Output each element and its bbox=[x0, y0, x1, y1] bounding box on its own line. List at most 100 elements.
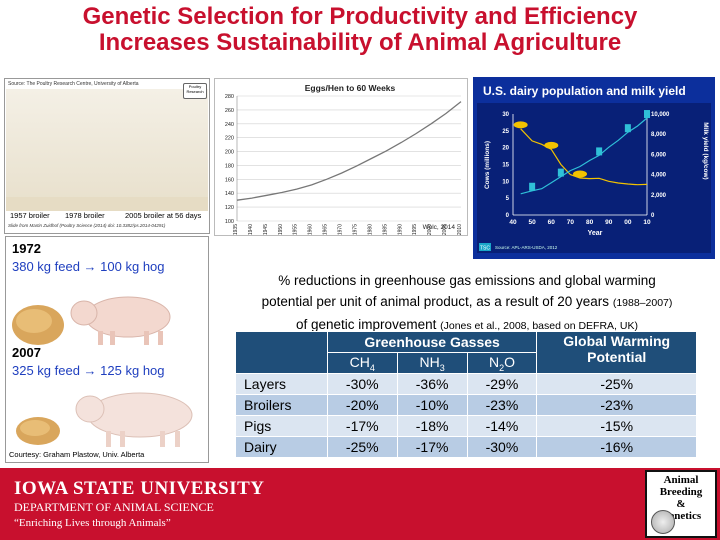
ghg-reduction-table: Greenhouse Gasses Global Warming Potenti… bbox=[235, 331, 697, 458]
dairy-chart-svg: 0 5 10 15 20 25 30 0 2,000 4,000 6,000 8,000 10,000… bbox=[479, 110, 709, 252]
eggs-x-tick-label: 1970 bbox=[338, 224, 344, 235]
eggs-y-tick-label: 120 bbox=[225, 205, 234, 211]
milk-carton-icon bbox=[529, 182, 536, 191]
eggs-x-tick-label: 1985 bbox=[382, 224, 388, 235]
eggs-x-tick-label: 1940 bbox=[248, 224, 254, 235]
row-label: Layers bbox=[235, 373, 328, 395]
dairy-left-tick-label: 25 bbox=[502, 129, 509, 135]
hog-1972-illustration bbox=[12, 296, 171, 345]
eggs-x-tick-label: 1980 bbox=[367, 224, 373, 235]
table-row-broilers: Broilers -20% -10% -23% -23% bbox=[235, 394, 697, 416]
dairy-right-tick-label: 2,000 bbox=[651, 193, 667, 199]
ghg-line-2: potential per unit of animal product, as… bbox=[261, 294, 610, 309]
dairy-milk-line bbox=[520, 117, 648, 195]
feed-pile-2007-icon bbox=[16, 417, 60, 445]
dairy-left-axis-label: Cows (millions) bbox=[484, 141, 491, 189]
department-name: DEPARTMENT OF ANIMAL SCIENCE bbox=[14, 500, 214, 514]
eggs-series-line bbox=[236, 101, 462, 201]
eggs-chart-svg: Eggs/Hen to 60 Weeks 100 120 140 160 180 200 2… bbox=[225, 83, 463, 235]
poultry-slide-credit: Slide from Martin Zuidhof (Poultry Scien… bbox=[8, 223, 166, 228]
eggs-x-tick-label: 1995 bbox=[412, 224, 418, 235]
year-1972: 1972 bbox=[12, 241, 41, 256]
header-gwp: Global Warming Potential bbox=[536, 331, 697, 374]
eggs-x-tick-label: 1945 bbox=[263, 224, 269, 235]
dairy-left-tick-label: 0 bbox=[506, 213, 510, 219]
dairy-x-tick-label: 90 bbox=[605, 219, 613, 226]
dairy-x-tick-label: 40 bbox=[509, 219, 517, 226]
cell-gwp: -15% bbox=[536, 415, 697, 437]
dairy-x-tick-label: 60 bbox=[548, 219, 556, 226]
cow-icon bbox=[544, 141, 559, 149]
header-ch4: CH4 bbox=[326, 352, 398, 374]
eggs-y-tick-label: 180 bbox=[225, 163, 234, 169]
cell-gwp: -23% bbox=[536, 394, 697, 416]
tsc-logo-text: TSC bbox=[480, 246, 490, 252]
eggs-y-tick-label: 200 bbox=[225, 150, 234, 156]
eggs-y-tick-label: 160 bbox=[225, 177, 234, 183]
feed-pile-1972-icon bbox=[12, 305, 64, 345]
header-greenhouse-gasses: Greenhouse Gasses bbox=[326, 331, 538, 353]
dairy-x-tick-label: 10 bbox=[643, 219, 651, 226]
dairy-chart-title: U.S. dairy population and milk yield bbox=[483, 84, 686, 98]
cell-ch4: -30% bbox=[326, 373, 398, 395]
tsc-logo bbox=[479, 243, 491, 251]
label-1957: 1957 broiler bbox=[10, 211, 50, 220]
milk-carton-icon bbox=[596, 147, 603, 156]
eggs-x-tick-label: 1955 bbox=[293, 224, 299, 235]
dairy-right-tick-label: 6,000 bbox=[651, 152, 667, 158]
feed-1972: 380 kg feed → 100 kg hog bbox=[12, 259, 165, 274]
eggs-y-tick-label: 140 bbox=[225, 191, 234, 197]
cell-gwp: -25% bbox=[536, 373, 697, 395]
table-row-layers: Layers -30% -36% -29% -25% bbox=[235, 373, 697, 395]
label-1978: 1978 broiler bbox=[65, 211, 105, 220]
eggs-x-tick-label: 2010 bbox=[457, 224, 463, 235]
eggs-x-tick-label: 1975 bbox=[352, 224, 358, 235]
eggs-x-tick-label: 1935 bbox=[233, 224, 239, 235]
dairy-cows-line bbox=[520, 128, 648, 186]
pig-1972-icon bbox=[70, 296, 171, 345]
ghg-description: % reductions in greenhouse gas emissions… bbox=[216, 270, 718, 337]
eggs-chart-credit: Wolc, 2014 bbox=[423, 224, 456, 231]
university-name: IOWA STATE UNIVERSITY bbox=[14, 478, 265, 499]
animal-breeding-genetics-logo: Animal Breeding & Genetics bbox=[645, 470, 717, 538]
dairy-x-tick-label: 80 bbox=[586, 219, 594, 226]
row-label: Broilers bbox=[235, 394, 328, 416]
label-2005: 2005 broiler at 56 days bbox=[125, 211, 202, 220]
eggs-y-tick-label: 220 bbox=[225, 136, 234, 142]
cell-nh3: -36% bbox=[396, 373, 468, 395]
eggs-x-tick-label: 2005 bbox=[442, 224, 448, 235]
abg-emblem-icon bbox=[651, 510, 675, 534]
broiler-comparison-photo: Source: The Poultry Research Centre, Uni… bbox=[4, 78, 210, 234]
dairy-x-axis-label: Year bbox=[588, 230, 603, 237]
year-2007: 2007 bbox=[12, 345, 41, 360]
header-n2o: N2O bbox=[466, 352, 538, 374]
dairy-right-tick-label: 4,000 bbox=[651, 173, 667, 179]
milk-carton-icon bbox=[624, 124, 631, 133]
ghg-line-3: of genetic improvement bbox=[296, 317, 437, 332]
ghg-line-3-citation: (Jones et al., 2008, based on DEFRA, UK) bbox=[440, 320, 638, 332]
cell-ch4: -17% bbox=[326, 415, 398, 437]
slide-title: Genetic Selection for Productivity and E… bbox=[0, 4, 720, 56]
cow-icon bbox=[573, 170, 587, 178]
dairy-right-tick-label: 8,000 bbox=[651, 132, 667, 138]
eggs-chart-title: Eggs/Hen to 60 Weeks bbox=[305, 83, 396, 93]
eggs-x-tick-label: 1950 bbox=[278, 224, 284, 235]
eggs-y-tick-label: 260 bbox=[225, 108, 234, 114]
title-line-1: Genetic Selection for Productivity and E… bbox=[82, 3, 638, 30]
dairy-left-tick-label: 30 bbox=[502, 112, 509, 118]
dairy-right-axis-label: Milk yield (kg/cow) bbox=[702, 122, 709, 179]
cell-n2o: -14% bbox=[466, 415, 538, 437]
cow-icon bbox=[513, 121, 528, 129]
poultry-source: Source: The Poultry Research Centre, Uni… bbox=[8, 81, 139, 87]
eggs-x-tick-label: 1965 bbox=[323, 224, 329, 235]
dairy-left-tick-label: 20 bbox=[502, 146, 509, 152]
eggs-x-tick-label: 2000 bbox=[427, 224, 433, 235]
feed-2007: 325 kg feed → 125 kg hog bbox=[12, 363, 165, 378]
cell-gwp: -16% bbox=[536, 436, 697, 458]
eggs-y-tick-label: 240 bbox=[225, 122, 234, 128]
cell-ch4: -20% bbox=[326, 394, 398, 416]
eggs-per-hen-chart: Eggs/Hen to 60 Weeks 100 120 140 160 180 200 2… bbox=[214, 78, 468, 236]
dairy-left-tick-label: 5 bbox=[506, 196, 510, 202]
hog-2007-illustration bbox=[16, 392, 193, 447]
cell-nh3: -10% bbox=[396, 394, 468, 416]
